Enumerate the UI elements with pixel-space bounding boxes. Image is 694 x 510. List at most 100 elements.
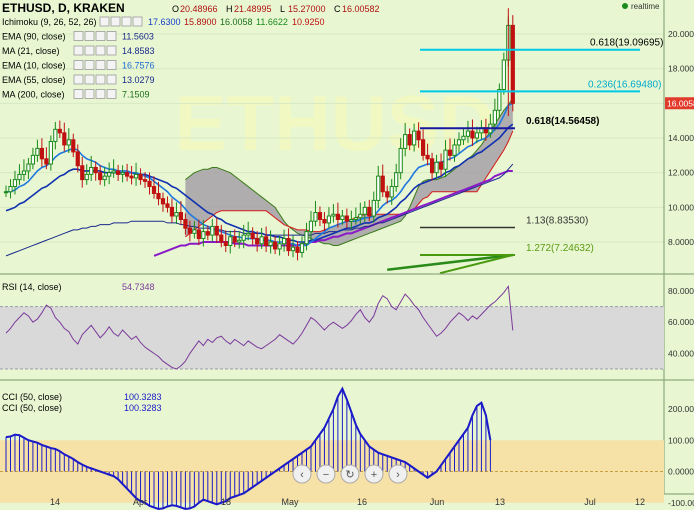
candle (447, 149, 453, 156)
indicator-control-button[interactable] (106, 31, 117, 41)
candle (452, 144, 457, 156)
candle (66, 139, 71, 146)
candle (205, 231, 210, 236)
candle (237, 239, 242, 243)
fib-label: 0.618(14.56458) (526, 116, 599, 127)
indicator-label: MA (200, close) (2, 90, 65, 100)
scroll-left-icon: ‹ (300, 469, 304, 481)
indicator-control-button[interactable] (84, 31, 95, 41)
indicator-value: 11.6622 (256, 17, 288, 27)
candle (308, 220, 314, 233)
zoom-in-icon: + (371, 469, 377, 481)
indicator-control-button[interactable] (95, 60, 106, 70)
zoom-in-button[interactable] (364, 464, 384, 484)
candle (407, 134, 412, 146)
indicator-control-button[interactable] (106, 45, 117, 56)
candle (223, 241, 228, 246)
indicator-control-button[interactable] (73, 60, 84, 70)
candle (80, 165, 85, 181)
candle (62, 132, 67, 146)
ohlc-key: C (334, 4, 341, 14)
candle (187, 227, 192, 234)
candle (214, 225, 219, 236)
indicator-control-button[interactable] (84, 74, 95, 85)
reset-button[interactable] (340, 464, 360, 484)
indicator-control-button[interactable] (95, 74, 106, 85)
ohlc-key: O (172, 4, 179, 14)
candle (380, 175, 385, 193)
indicator-control-button[interactable] (132, 16, 143, 27)
candle (35, 147, 40, 156)
candle (340, 215, 345, 220)
candle (358, 213, 363, 219)
candle (353, 217, 358, 220)
time-tick-label: 14 (50, 497, 60, 507)
candle (456, 139, 462, 146)
candle (277, 243, 282, 250)
cci-tick-label: 0.0000 (668, 467, 694, 477)
rsi-line (5, 284, 514, 370)
realtime-dot-icon (622, 3, 628, 9)
indicator-control-button[interactable] (95, 45, 106, 56)
indicator-label: EMA (55, close) (2, 75, 66, 85)
scroll-left-button[interactable] (292, 464, 312, 484)
indicator-control-button[interactable] (84, 45, 95, 56)
indicator-control-button[interactable] (106, 60, 117, 70)
ohlc-key: L (280, 4, 285, 14)
candle (142, 179, 148, 182)
time-tick-label: 13 (495, 497, 505, 507)
price-tick-label: 20.0000 (668, 29, 694, 39)
cci-tick-label: 100.0000 (668, 435, 694, 445)
indicator-control-button[interactable] (73, 31, 84, 41)
candle (349, 218, 354, 222)
candle (75, 151, 80, 167)
cci-label: CCI (50, close) (2, 392, 62, 402)
indicator-control-button[interactable] (84, 89, 95, 99)
candle (201, 231, 206, 240)
candle (326, 215, 332, 224)
indicator-value: 15.8900 (184, 17, 217, 27)
indicator-control-button[interactable] (121, 16, 132, 27)
candle (268, 241, 273, 246)
ohlc-value: 20.48966 (180, 4, 218, 14)
indicator-label: Ichimoku (9, 26, 52, 26) (2, 17, 97, 27)
candle (57, 128, 62, 134)
fib-extension-line (439, 254, 514, 275)
candle (331, 213, 336, 217)
cci-tick-label: -100.0000 (668, 498, 694, 508)
candle (53, 128, 58, 142)
indicator-control-button[interactable] (73, 45, 84, 56)
candle (299, 243, 305, 253)
indicator-control-button[interactable] (73, 74, 84, 85)
candle (259, 236, 264, 245)
candle (470, 130, 475, 139)
cci-tick-label: 200.0000 (668, 404, 694, 414)
indicator-control-button[interactable] (106, 89, 117, 99)
candle (44, 158, 49, 165)
indicator-control-button[interactable] (95, 31, 106, 41)
zoom-out-icon: − (323, 469, 329, 481)
indicator-control-button[interactable] (73, 89, 84, 99)
candle (443, 149, 448, 170)
candle (71, 139, 76, 153)
candle (367, 206, 372, 217)
candle (147, 180, 152, 188)
candle (416, 130, 421, 141)
candle (26, 163, 31, 172)
indicator-control-button[interactable] (95, 89, 106, 99)
indicator-control-button[interactable] (110, 16, 121, 27)
fib-label: 0.236(16.69480) (588, 79, 661, 90)
zoom-out-button[interactable] (316, 464, 336, 484)
candle (169, 206, 175, 217)
candle (241, 234, 246, 241)
ema10-line (6, 102, 514, 247)
scroll-right-button[interactable] (388, 464, 408, 484)
scroll-right-icon: › (396, 469, 400, 481)
indicator-control-button[interactable] (99, 16, 110, 27)
time-tick-label: 12 (635, 497, 645, 507)
indicator-control-button[interactable] (84, 60, 95, 70)
reset-icon: ↻ (345, 469, 354, 481)
indicator-value: 16.0058 (220, 17, 253, 27)
indicator-value: 11.5603 (122, 32, 154, 42)
indicator-control-button[interactable] (106, 74, 117, 85)
